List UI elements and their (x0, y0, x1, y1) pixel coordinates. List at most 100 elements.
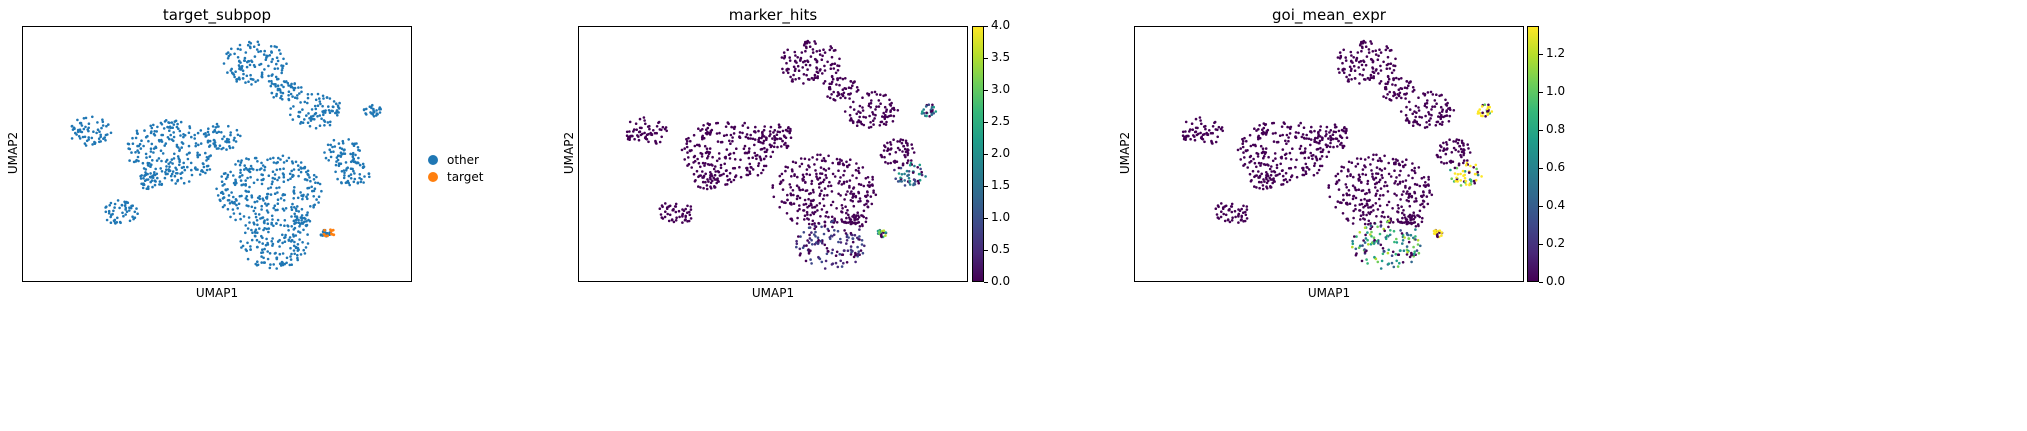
data-point (818, 69, 822, 72)
data-point (1386, 251, 1390, 255)
data-point (1428, 113, 1431, 116)
data-point (299, 216, 303, 219)
data-point (808, 63, 812, 67)
data-point (1379, 187, 1383, 190)
data-point (260, 208, 263, 211)
data-point (1472, 179, 1476, 183)
data-point (269, 263, 272, 266)
data-point (1321, 150, 1324, 153)
data-point (695, 143, 699, 147)
data-point (829, 63, 833, 67)
data-point (219, 199, 222, 203)
data-point (804, 181, 807, 184)
plot-area-2[interactable] (578, 26, 968, 282)
data-point (706, 155, 710, 158)
data-point (1285, 180, 1289, 184)
data-point (921, 110, 924, 113)
data-point (1270, 170, 1273, 173)
data-point (1460, 139, 1464, 143)
data-point (312, 114, 315, 118)
data-point (300, 90, 303, 94)
data-point (851, 120, 855, 123)
data-point (1389, 217, 1392, 220)
data-point (243, 56, 247, 60)
data-point (745, 151, 749, 155)
data-point (149, 124, 152, 128)
data-point (124, 213, 127, 216)
data-point (807, 204, 811, 208)
data-point (1234, 215, 1237, 219)
data-point (892, 138, 895, 141)
data-point (1399, 221, 1402, 224)
data-point (1385, 67, 1389, 70)
data-point (748, 147, 751, 150)
data-point (1456, 173, 1460, 176)
data-point (1237, 221, 1240, 224)
data-point (732, 151, 736, 155)
data-point (1318, 139, 1322, 143)
data-point (1376, 225, 1379, 229)
data-point (903, 179, 906, 182)
data-point (1285, 142, 1288, 145)
data-point (161, 133, 165, 137)
data-point (296, 256, 299, 260)
data-point (1396, 183, 1400, 186)
data-point (711, 179, 714, 183)
data-point (842, 173, 845, 177)
data-point (745, 166, 748, 170)
data-point (236, 47, 240, 51)
data-point (299, 166, 303, 169)
data-point (699, 165, 702, 169)
data-point (1369, 73, 1373, 77)
data-point (1412, 88, 1416, 92)
data-point (247, 216, 251, 219)
data-point (301, 197, 304, 201)
data-point (280, 64, 283, 67)
data-point (1384, 87, 1387, 91)
data-point (804, 45, 808, 49)
data-point (819, 215, 822, 218)
data-point (136, 212, 139, 215)
data-point (664, 126, 668, 129)
data-point (1351, 184, 1355, 187)
data-point (1325, 155, 1329, 158)
scatter-svg-2 (625, 39, 938, 270)
plot-area-3[interactable] (1134, 26, 1524, 282)
data-point (220, 180, 224, 183)
data-point (916, 166, 919, 169)
data-point (866, 191, 869, 194)
data-point (790, 175, 793, 178)
data-point (328, 148, 332, 151)
data-point (275, 267, 278, 270)
data-point (274, 251, 277, 255)
data-point (660, 216, 664, 219)
data-point (168, 169, 172, 172)
data-point (79, 122, 83, 125)
data-point (1327, 184, 1331, 187)
data-point (741, 124, 745, 127)
data-point (1392, 229, 1396, 233)
data-point (786, 166, 790, 169)
data-point (725, 174, 729, 178)
data-point (817, 238, 820, 242)
data-point (1280, 156, 1283, 160)
data-point (238, 163, 242, 167)
data-point (243, 59, 246, 62)
data-point (296, 253, 299, 257)
data-point (290, 225, 294, 228)
data-point (1355, 235, 1358, 238)
data-point (1379, 267, 1383, 270)
data-point (903, 153, 906, 157)
plot-area-1[interactable] (22, 26, 412, 282)
data-point (134, 151, 137, 154)
data-point (786, 129, 789, 133)
data-point (1320, 136, 1324, 139)
data-point (684, 215, 687, 219)
data-point (245, 195, 249, 198)
data-point (634, 122, 638, 125)
data-point (213, 141, 217, 144)
data-point (182, 161, 185, 165)
data-point (1422, 194, 1425, 197)
data-point (1438, 94, 1441, 98)
colorbar-tick-label-2: 1.0 (991, 210, 1011, 224)
